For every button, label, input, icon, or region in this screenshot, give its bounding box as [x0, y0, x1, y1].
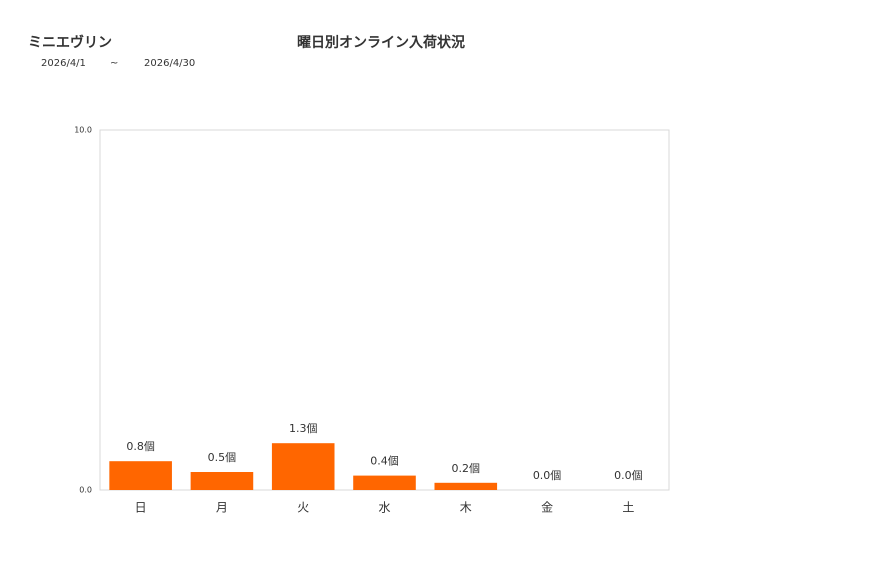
bar [434, 482, 498, 490]
value-label: 0.0個 [533, 469, 562, 482]
value-label: 0.0個 [614, 469, 643, 482]
bar [190, 472, 254, 490]
date-separator: ~ [110, 58, 118, 69]
plot-area [99, 129, 670, 491]
chart-title: 曜日別オンライン入荷状況 [297, 34, 465, 51]
bar [353, 475, 416, 490]
y-tick-label: 0.0 [79, 486, 92, 495]
value-label: 0.2個 [452, 462, 481, 475]
x-tick-label: 金 [541, 501, 553, 515]
x-tick-label: 土 [622, 501, 634, 515]
bar [109, 461, 172, 490]
bar [271, 443, 335, 490]
x-tick-label: 月 [216, 501, 228, 515]
y-tick-label: 10.0 [74, 126, 92, 135]
value-label: 1.3個 [289, 422, 318, 435]
x-tick-label: 日 [135, 501, 147, 515]
date-to: 2026/4/30 [144, 58, 195, 69]
shop-name: ミニエヴリン [28, 34, 112, 51]
value-label: 0.4個 [370, 455, 399, 468]
value-label: 0.8個 [126, 440, 155, 453]
date-from: 2026/4/1 [41, 58, 86, 69]
x-tick-label: 火 [297, 501, 309, 515]
x-tick-label: 水 [378, 501, 390, 515]
x-tick-label: 木 [460, 501, 472, 515]
value-label: 0.5個 [208, 451, 237, 464]
